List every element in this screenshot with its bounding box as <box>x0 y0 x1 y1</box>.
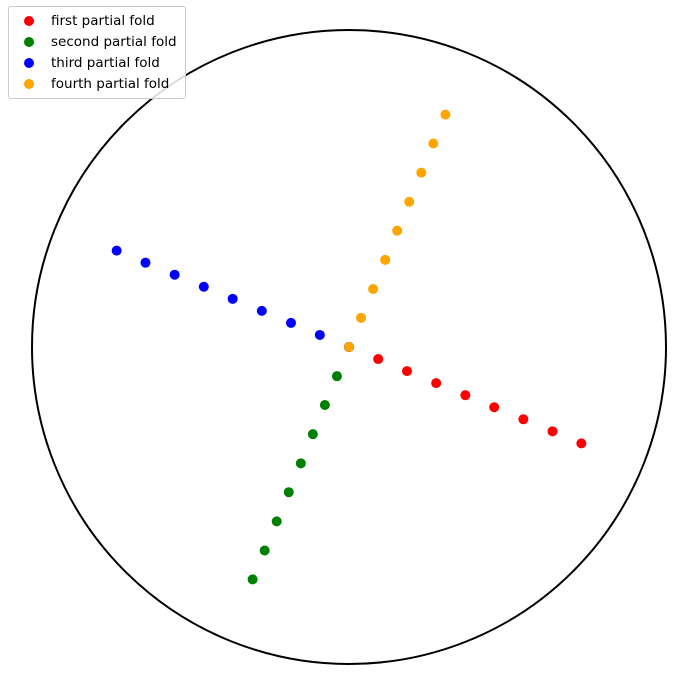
legend-marker-second <box>24 36 34 47</box>
point-fourth-fold-4 <box>392 225 403 236</box>
unit-circle-boundary <box>31 29 667 665</box>
point-second-fold-6 <box>271 516 282 527</box>
point-second-fold-5 <box>283 487 294 498</box>
point-first-fold-5 <box>489 402 500 413</box>
legend-marker-first <box>24 15 34 26</box>
point-first-fold-6 <box>518 414 529 425</box>
point-first-fold-2 <box>402 366 413 377</box>
legend-item-fourth: fourth partial fold <box>17 73 177 94</box>
point-second-fold-4 <box>295 458 306 469</box>
point-first-fold-8 <box>576 438 587 449</box>
legend-label-fourth: fourth partial fold <box>51 75 170 92</box>
point-first-fold-3 <box>431 378 442 389</box>
point-third-fold-4 <box>227 293 238 304</box>
point-fourth-fold-2 <box>368 283 379 294</box>
point-fourth-fold-7 <box>428 138 439 149</box>
point-fourth-fold-6 <box>416 167 427 178</box>
data-points <box>111 109 587 585</box>
point-second-fold-2 <box>319 400 330 411</box>
point-first-fold-1 <box>373 354 384 365</box>
legend-marker-third <box>24 57 34 68</box>
point-fourth-fold-0 <box>344 342 354 352</box>
point-fourth-fold-1 <box>356 312 367 323</box>
point-third-fold-7 <box>140 257 151 268</box>
point-second-fold-8 <box>247 574 258 585</box>
legend: first partial fold second partial fold t… <box>8 6 186 99</box>
point-second-fold-7 <box>259 545 270 556</box>
point-third-fold-3 <box>256 305 267 316</box>
point-first-fold-4 <box>460 390 471 401</box>
point-fourth-fold-8 <box>440 109 451 120</box>
point-third-fold-1 <box>314 329 325 340</box>
legend-item-first: first partial fold <box>17 10 177 31</box>
legend-item-second: second partial fold <box>17 31 177 52</box>
legend-label-first: first partial fold <box>51 12 155 29</box>
point-first-fold-7 <box>547 426 558 437</box>
point-third-fold-2 <box>285 317 296 328</box>
legend-item-third: third partial fold <box>17 52 177 73</box>
point-second-fold-1 <box>331 371 342 382</box>
point-third-fold-6 <box>169 269 180 280</box>
point-fourth-fold-3 <box>380 254 391 265</box>
point-second-fold-3 <box>307 429 318 440</box>
legend-marker-fourth <box>24 78 34 89</box>
legend-label-second: second partial fold <box>51 33 177 50</box>
point-fourth-fold-5 <box>404 196 415 207</box>
legend-label-third: third partial fold <box>51 54 160 71</box>
point-third-fold-5 <box>198 281 209 292</box>
point-third-fold-8 <box>111 245 122 256</box>
